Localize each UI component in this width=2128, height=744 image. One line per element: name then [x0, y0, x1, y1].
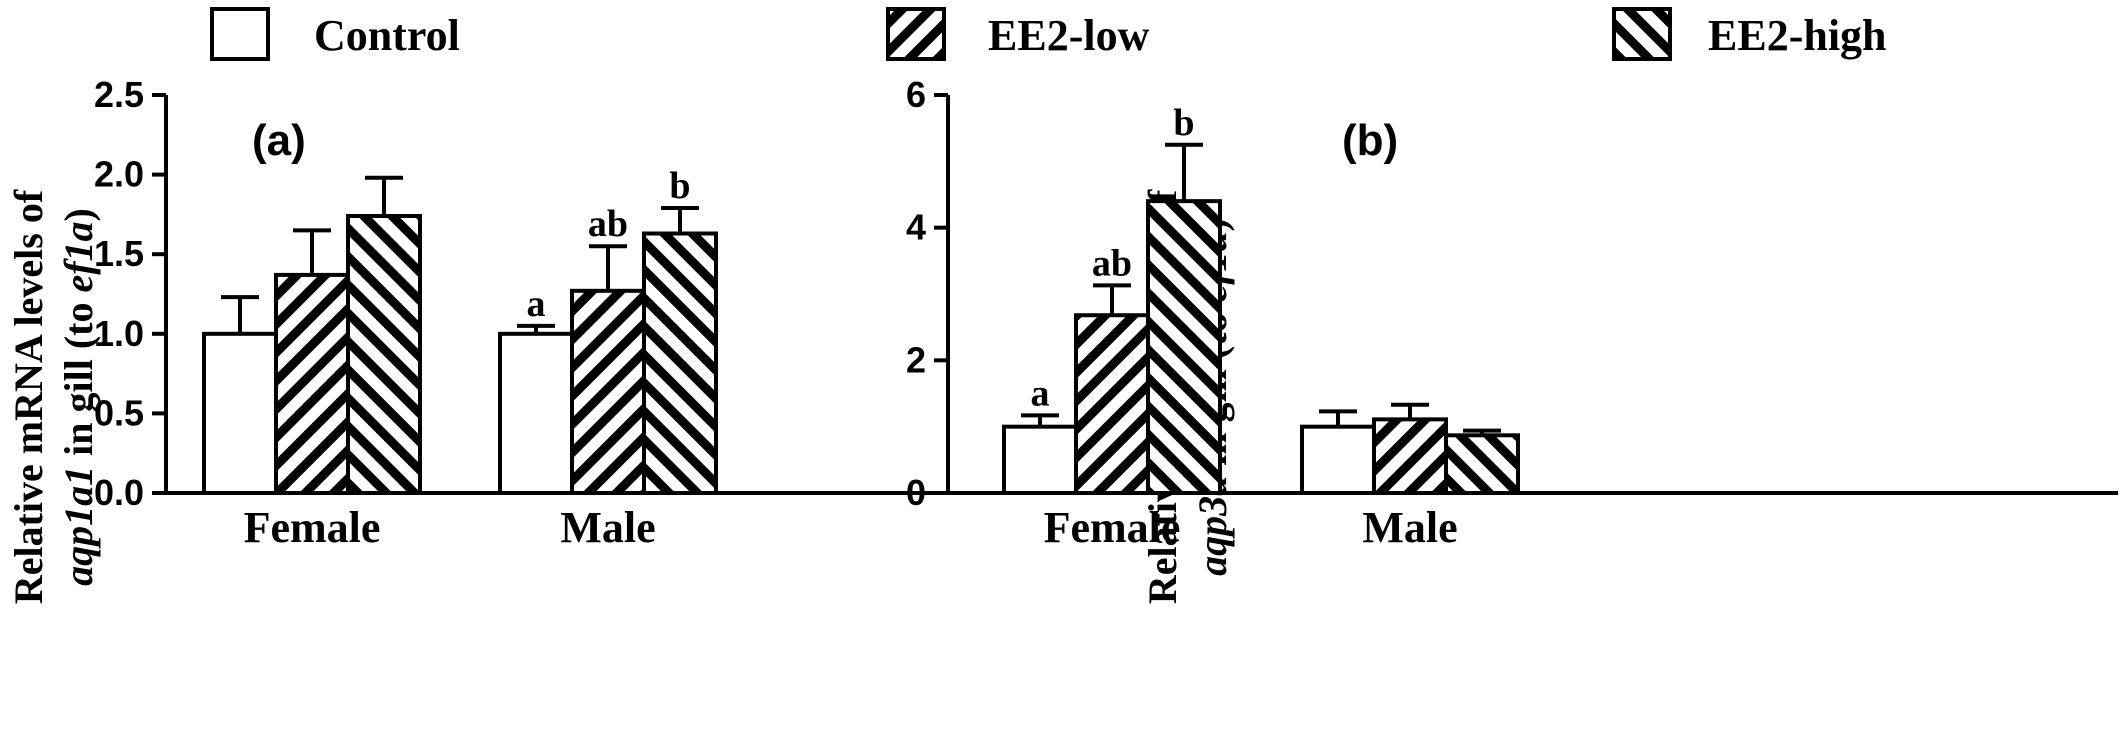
y-axis-label-a-line2: aqp1a1 in gill (to ef1a) [56, 208, 101, 586]
x-category-label-b: Female [1044, 503, 1181, 552]
legend-label-ee2-low: EE2-low [988, 11, 1150, 60]
y-tick-label-b: 0 [906, 472, 926, 513]
significance-letter-b: a [1031, 372, 1050, 414]
bar-b-female-ee2-high [1146, 199, 1222, 495]
bar-b-male-ee2-high [1444, 433, 1520, 496]
significance-letter-a: b [669, 165, 690, 207]
legend-swatch-ee2-high [1612, 7, 1672, 61]
panel-b: Relative mRNA levels of aqp3a in gill (t… [906, 74, 2118, 604]
x-category-label-a: Female [244, 503, 381, 552]
panel-label-b: (b) [1342, 116, 1398, 165]
y-tick-label-a: 2.0 [94, 154, 144, 195]
legend-swatch-ee2-low [886, 7, 946, 61]
y-tick-label-b: 2 [906, 339, 926, 380]
panel-label-a: (a) [252, 116, 306, 165]
significance-letter-b: ab [1092, 242, 1132, 284]
legend: Control EE2-low EE2-high [210, 7, 1887, 61]
bar-b-male-ee2-low [1372, 417, 1448, 495]
significance-letter-b: b [1173, 102, 1194, 144]
bar-a-female-control [202, 331, 278, 495]
panel-a: Relative mRNA levels of aqp1a1 in gill (… [6, 74, 1070, 604]
bar-a-female-ee2-high [346, 213, 422, 495]
legend-item-ee2-high: EE2-high [1612, 7, 1887, 61]
y-tick-label-b: 6 [906, 74, 926, 115]
legend-label-ee2-high: EE2-high [1708, 11, 1887, 60]
significance-letter-a: ab [588, 203, 628, 245]
x-category-label-b: Male [1362, 503, 1457, 552]
y-tick-label-a: 1.5 [94, 233, 144, 274]
y-tick-label-a: 1.0 [94, 313, 144, 354]
y-axis-label-a: Relative mRNA levels of [6, 189, 51, 604]
legend-item-control: Control [210, 7, 460, 61]
bar-a-female-ee2-low [274, 272, 350, 495]
y-tick-label-a: 2.5 [94, 74, 144, 115]
y-tick-label-a: 0.0 [94, 472, 144, 513]
y-tick-label-a: 0.5 [94, 392, 144, 433]
legend-label-control: Control [314, 11, 460, 60]
bar-a-male-ee2-high [642, 231, 718, 495]
significance-letter-a: a [527, 283, 546, 325]
x-category-label-a: Male [560, 503, 655, 552]
bar-a-male-ee2-low [570, 288, 646, 496]
bar-a-male-control [498, 331, 574, 495]
bar-b-female-control [1002, 424, 1078, 495]
bar-b-female-ee2-low [1074, 313, 1150, 495]
y-tick-label-b: 4 [906, 207, 926, 248]
bar-b-male-control [1300, 424, 1376, 495]
legend-item-ee2-low: EE2-low [886, 7, 1150, 61]
legend-swatch-control [210, 7, 270, 61]
